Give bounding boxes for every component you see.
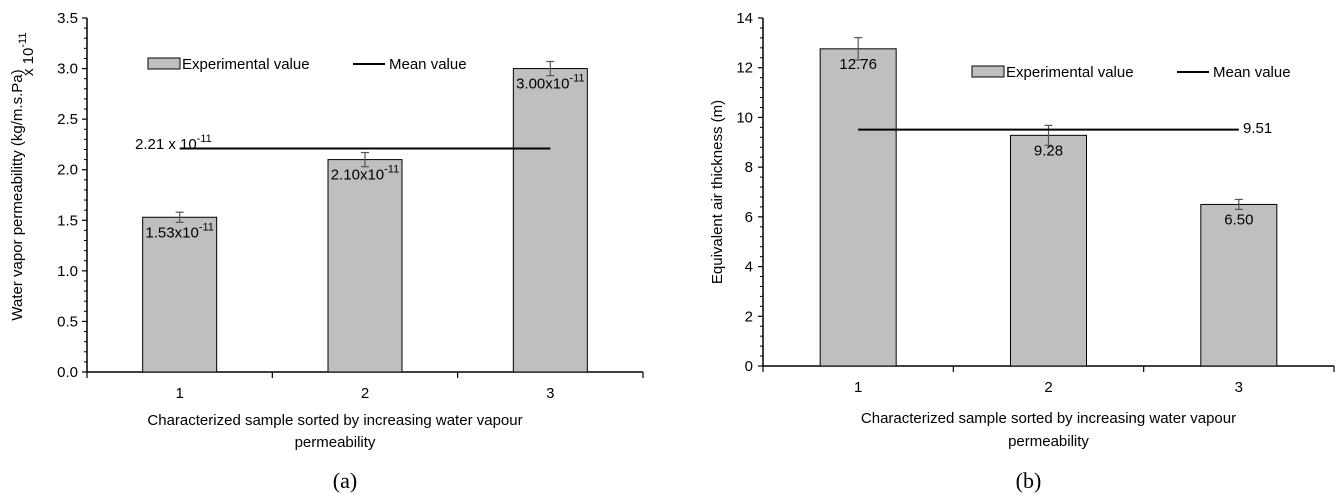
y-tick-label: 2 — [745, 308, 753, 325]
x-tick-label: 1 — [175, 385, 183, 402]
y-tick-label: 1.0 — [57, 263, 78, 280]
y-tick-label: 3.0 — [57, 61, 78, 78]
y-tick-label: 2.0 — [57, 162, 78, 179]
y-tick-label: 6 — [745, 209, 753, 226]
y-tick-label: 4 — [745, 259, 753, 276]
y-tick-label: 10 — [736, 109, 753, 126]
x-tick-label: 3 — [1235, 379, 1243, 396]
data-label-2: 2.10x10-11 — [331, 164, 399, 184]
legend: Experimental value Mean value — [147, 56, 467, 73]
legend-bar-label: Experimental value — [1006, 64, 1134, 81]
x-tick-label: 2 — [361, 385, 369, 402]
y-tick-label: 8 — [745, 159, 753, 176]
panel-label: (b) — [1016, 468, 1042, 493]
legend-bar-swatch — [147, 57, 181, 70]
data-label-3: 3.00x10-11 — [516, 73, 584, 93]
x-axis-title: permeability — [295, 434, 376, 451]
y-tick-label: 0.0 — [57, 364, 78, 381]
y-tick-label: 1.5 — [57, 212, 78, 229]
y-tick-label: 12 — [736, 60, 753, 77]
legend-line-label: Mean value — [389, 56, 467, 73]
y-tick-label: 0 — [745, 358, 753, 375]
panel-label: (a) — [333, 468, 357, 493]
mean-label: 9.51 — [1243, 120, 1272, 137]
legend-bar-swatch — [971, 65, 1005, 78]
y-tick-label: 0.5 — [57, 313, 78, 330]
x-tick-label: 2 — [1044, 379, 1052, 396]
scale-label-text: x 10-11 — [17, 33, 37, 76]
x-axis-title: permeability — [1008, 433, 1089, 450]
bar-3 — [1200, 203, 1278, 367]
y-axis-title: Water vapor permeabilitty (kg/m.s.Pa) — [9, 69, 26, 320]
x-axis-title: Characterized sample sorted by increasin… — [861, 410, 1236, 427]
bar-1 — [142, 216, 218, 373]
bar-3 — [512, 68, 588, 373]
y-tick-label: 3.5 — [57, 10, 78, 27]
data-label-2: 9.28 — [1034, 142, 1063, 159]
bar-1 — [819, 48, 897, 367]
y-axis-title: Equivalent air thickness (m) — [709, 100, 726, 284]
x-tick-label: 1 — [854, 379, 862, 396]
scale-label: x 10-11 — [17, 33, 37, 76]
y-tick-label: 2.5 — [57, 111, 78, 128]
x-tick-label: 3 — [546, 385, 554, 402]
legend: Experimental value Mean value — [971, 64, 1291, 81]
legend-line-label: Mean value — [1213, 64, 1291, 81]
bar-2 — [1010, 134, 1087, 367]
y-tick-label: 14 — [736, 10, 753, 27]
legend-bar-label: Experimental value — [182, 56, 310, 73]
x-axis-title: Characterized sample sorted by increasin… — [147, 412, 522, 429]
data-label-1: 12.76 — [839, 56, 877, 73]
mean-label: 2.21 x 10-11 — [135, 133, 212, 153]
data-label-1: 1.53x10-11 — [145, 221, 213, 241]
data-label-3: 6.50 — [1224, 211, 1253, 228]
